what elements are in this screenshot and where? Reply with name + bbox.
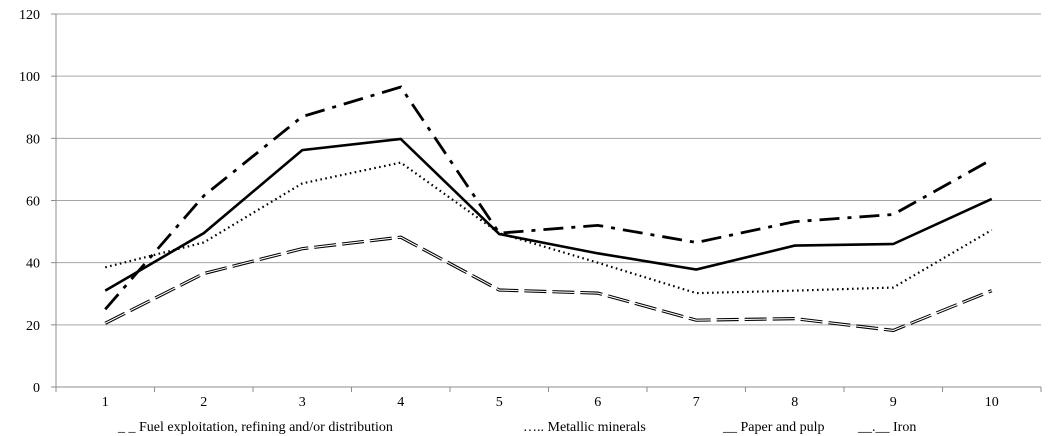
x-tick-label: 8 bbox=[791, 395, 798, 410]
gridlines bbox=[56, 13, 1041, 326]
series-line-paper bbox=[104, 137, 993, 292]
x-tick-label: 1 bbox=[102, 395, 109, 410]
legend-label: Metallic minerals bbox=[544, 420, 646, 435]
legend-entry: __.__ Iron bbox=[857, 420, 916, 435]
legend-marker: ….. bbox=[523, 420, 544, 435]
x-tick-label: 4 bbox=[397, 395, 404, 410]
x-tick-label: 10 bbox=[985, 395, 999, 410]
legend-label: Paper and pulp bbox=[737, 420, 824, 435]
y-tick-labels: 0 20 40 60 80 100 120 bbox=[19, 8, 40, 396]
series-line-fuel bbox=[104, 235, 993, 333]
series-line-fuel-outer bbox=[104, 235, 993, 333]
legend-label: Iron bbox=[890, 420, 917, 435]
axes bbox=[51, 13, 1042, 392]
series-line-fuel-inner bbox=[105, 236, 992, 331]
x-tick-label: 6 bbox=[594, 395, 601, 410]
y-tick-label: 60 bbox=[26, 195, 40, 210]
legend-label: Fuel exploitation, refining and/or distr… bbox=[136, 420, 393, 435]
x-tick-labels: 1 2 3 4 5 6 7 8 9 10 bbox=[102, 395, 999, 410]
legend-marker: _ _ bbox=[117, 420, 137, 435]
x-tick-label: 7 bbox=[693, 395, 700, 410]
y-tick-label: 80 bbox=[26, 132, 40, 147]
legend-marker: __.__ bbox=[857, 420, 891, 435]
series-lines bbox=[104, 85, 993, 333]
y-tick-label: 120 bbox=[19, 8, 40, 23]
y-tick-label: 100 bbox=[19, 70, 40, 85]
x-tick-label: 9 bbox=[890, 395, 897, 410]
x-tick-label: 3 bbox=[299, 395, 306, 410]
legend: _ _ Fuel exploitation, refining and/or d… bbox=[117, 420, 916, 435]
legend-entry: ….. Metallic minerals bbox=[523, 420, 646, 435]
y-tick-label: 20 bbox=[26, 319, 40, 334]
series-line-iron bbox=[104, 85, 993, 311]
legend-entry: _ _ Fuel exploitation, refining and/or d… bbox=[117, 420, 393, 435]
y-tick-label: 40 bbox=[26, 257, 40, 272]
y-tick-label: 0 bbox=[33, 381, 40, 396]
x-tick-label: 5 bbox=[496, 395, 503, 410]
legend-marker: __ bbox=[722, 420, 738, 435]
x-tick-label: 2 bbox=[200, 395, 207, 410]
legend-entry: __ Paper and pulp bbox=[722, 420, 824, 435]
